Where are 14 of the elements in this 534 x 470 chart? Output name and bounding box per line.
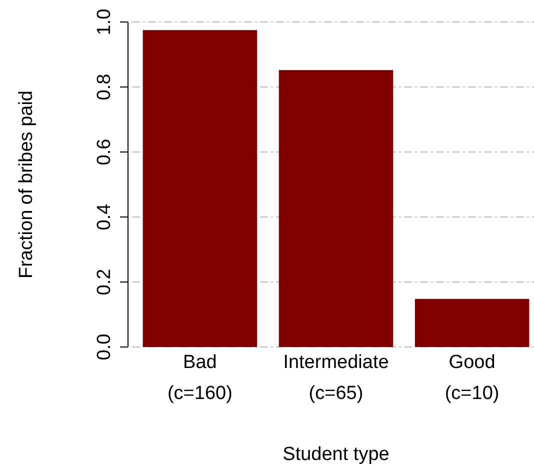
x-tick-label: Intermediate (c=65) [283,352,389,404]
x-tick-label: Bad (c=160) [167,352,232,404]
y-tick-label: 0.0 [94,334,115,360]
y-tick-label: 0.8 [94,74,115,100]
bar [278,70,394,347]
bar [414,298,530,347]
y-tick-label: 1.0 [94,8,115,36]
y-axis-title: Fraction of bribes paid [16,90,37,278]
y-tick-label: 0.4 [94,203,115,230]
x-axis-title: Student type [282,444,390,465]
y-tick-label: 0.2 [94,268,115,296]
bar [142,30,258,347]
x-tick-label: Good (c=10) [444,352,500,404]
y-tick-label: 0.6 [94,138,115,166]
